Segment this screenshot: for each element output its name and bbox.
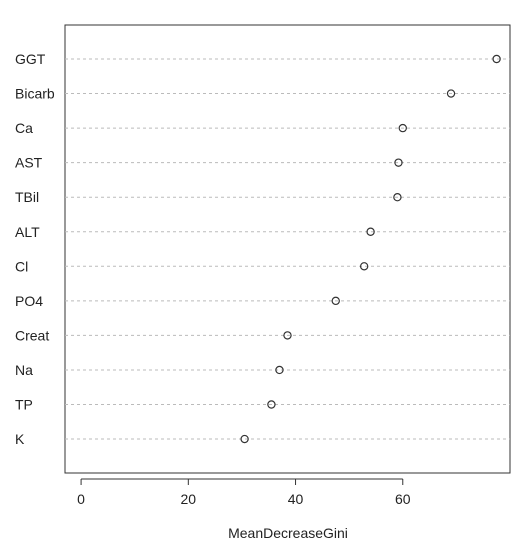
data-point <box>275 365 284 375</box>
x-axis: 0 20 40 60 <box>77 478 411 507</box>
category-label: TBil <box>15 189 39 205</box>
data-point <box>283 331 292 340</box>
x-tick-label: 40 <box>288 491 304 507</box>
data-point <box>492 54 501 64</box>
data-point <box>331 296 340 306</box>
x-tick-label: 20 <box>181 491 197 507</box>
category-label: ALT <box>15 224 40 240</box>
gridlines <box>65 58 510 440</box>
category-label: AST <box>15 155 43 171</box>
x-tick-label: 60 <box>395 491 411 507</box>
category-labels: GGT Bicarb Ca AST TBil ALT Cl PO4 Creat Na TP K <box>15 51 55 447</box>
category-label: GGT <box>15 51 46 67</box>
category-label: K <box>15 431 25 447</box>
x-axis-label: MeanDecreaseGini <box>228 525 348 541</box>
data-point <box>394 158 403 167</box>
data-point <box>398 123 407 133</box>
data-points <box>240 54 501 444</box>
data-point <box>446 89 456 98</box>
data-point <box>366 227 375 236</box>
category-label: TP <box>15 397 33 413</box>
category-label: Cl <box>15 258 28 274</box>
category-label: Ca <box>15 120 33 136</box>
data-point <box>267 400 276 409</box>
data-point <box>240 434 249 444</box>
data-point <box>359 262 369 271</box>
plot-frame <box>64 24 511 474</box>
category-label: Creat <box>15 327 49 343</box>
category-label: Bicarb <box>15 86 55 102</box>
category-label: Na <box>15 362 33 378</box>
data-point <box>393 192 402 202</box>
x-tick-label: 0 <box>77 491 85 507</box>
category-label: PO4 <box>15 293 43 309</box>
